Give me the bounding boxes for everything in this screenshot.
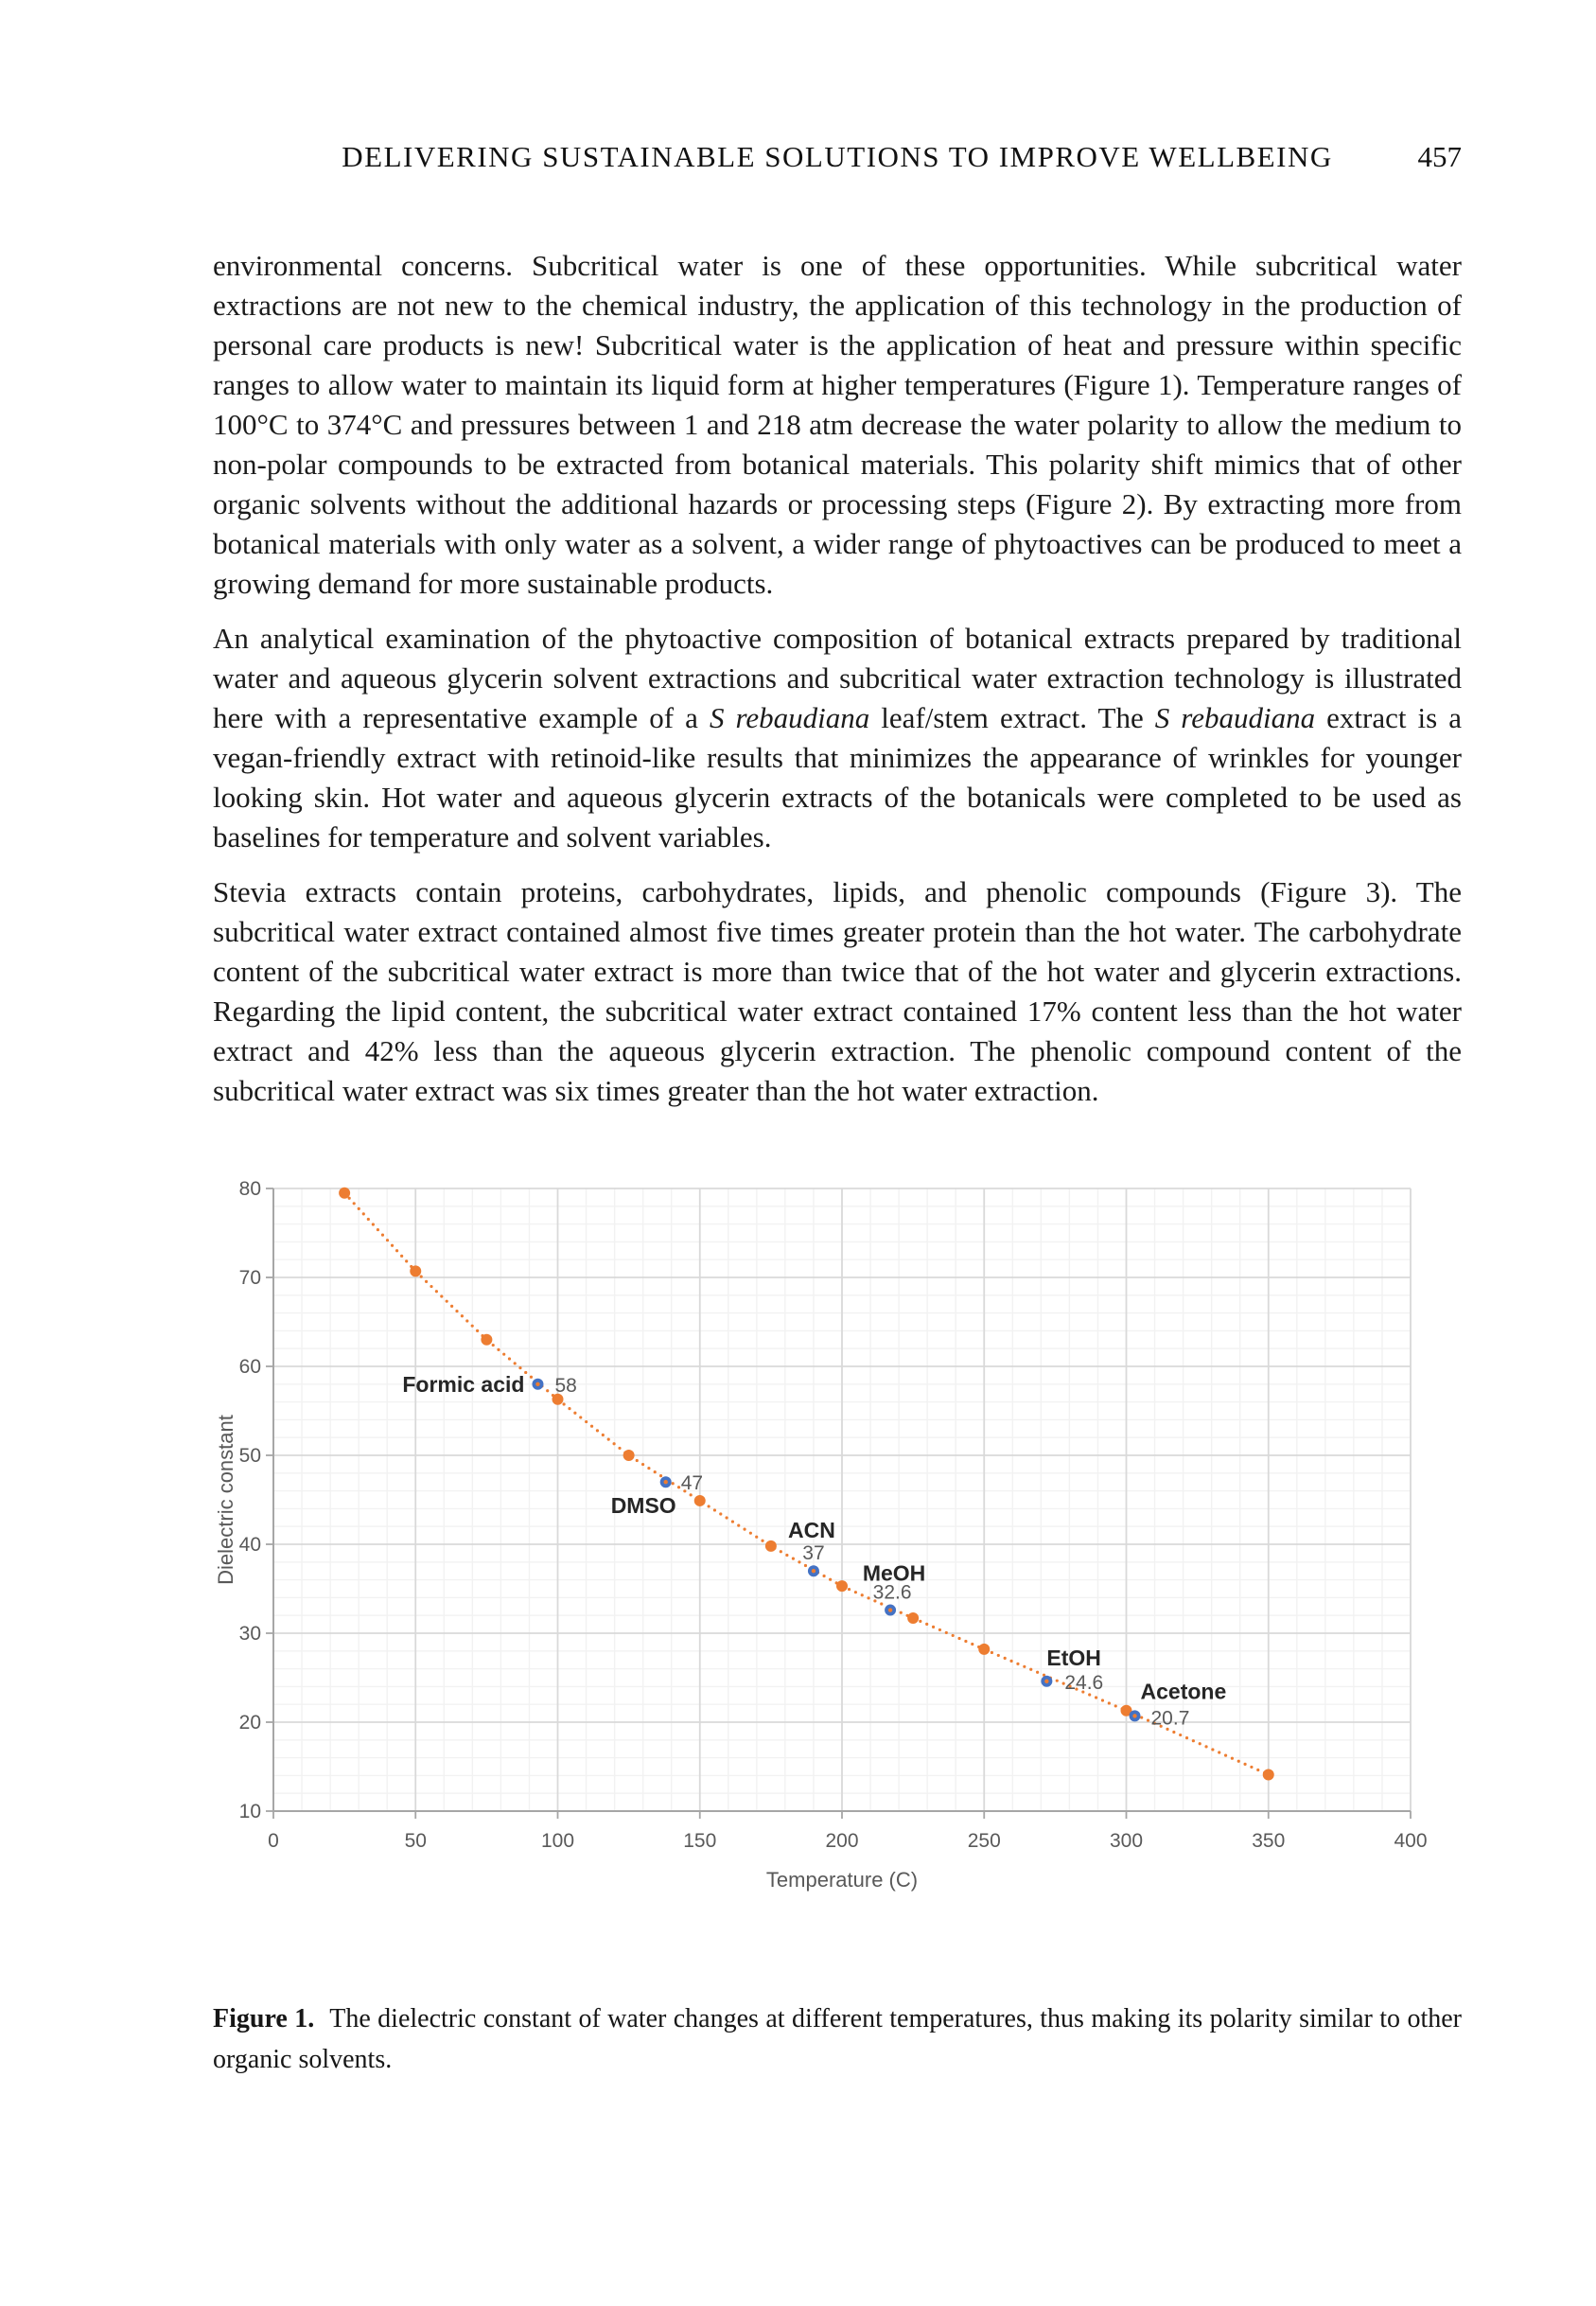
page: DELIVERING SUSTAINABLE SOLUTIONS TO IMPR… xyxy=(213,140,1462,2080)
page-number: 457 xyxy=(1417,140,1463,173)
x-tick-label: 350 xyxy=(1252,1830,1285,1852)
water-data-point xyxy=(552,1393,564,1405)
solvent-name-label: ACN xyxy=(788,1518,835,1542)
y-tick-label: 80 xyxy=(239,1178,261,1200)
water-data-point xyxy=(623,1450,635,1461)
italic-text-segment: S rebaudiana xyxy=(1154,701,1316,734)
page-header: DELIVERING SUSTAINABLE SOLUTIONS TO IMPR… xyxy=(213,140,1462,178)
paragraph-3: Stevia extracts contain proteins, carboh… xyxy=(213,872,1462,1111)
text-segment: extract is a vegan-friendly extract with… xyxy=(213,701,1462,854)
figure-1: 0 50 100 150 200 250 300 350 400 10 20 30 40 50 60 70 80… xyxy=(213,1158,1462,1906)
figure-caption-label: Figure 1. xyxy=(213,2004,315,2033)
solvent-point-center-dot xyxy=(811,1569,816,1574)
text-segment: environmental concerns. Subcritical wate… xyxy=(213,249,1462,600)
water-data-point xyxy=(764,1540,777,1552)
solvent-name-label: DMSO xyxy=(611,1493,676,1518)
water-data-point xyxy=(978,1643,991,1655)
solvent-value-label: 37 xyxy=(802,1542,824,1564)
y-axis-title: Dielectric constant xyxy=(217,1415,237,1585)
solvent-point-center-dot xyxy=(887,1608,893,1612)
y-tick-label: 50 xyxy=(239,1445,261,1467)
solvent-point-center-dot xyxy=(535,1382,540,1386)
solvent-value-label: 32.6 xyxy=(873,1582,912,1604)
y-tick-label: 30 xyxy=(239,1623,261,1645)
figure1-dielectric-chart: 0 50 100 150 200 250 300 350 400 10 20 30 40 50 60 70 80… xyxy=(217,1178,1428,1892)
solvent-name-label: Acetone xyxy=(1141,1679,1227,1703)
paragraph-2: An analytical examination of the phytoac… xyxy=(213,619,1462,857)
solvent-name-label: EtOH xyxy=(1046,1646,1101,1670)
solvent-point-center-dot xyxy=(1044,1679,1049,1683)
water-data-point xyxy=(907,1612,920,1625)
x-tick-label: 50 xyxy=(405,1830,427,1852)
x-tick-label: 300 xyxy=(1110,1830,1143,1852)
y-tick-label: 60 xyxy=(239,1356,261,1378)
water-data-point xyxy=(410,1265,422,1277)
italic-text-segment: S rebaudiana xyxy=(709,701,870,734)
figure-caption: Figure 1. The dielectric constant of wate… xyxy=(213,1998,1462,2080)
solvent-point-center-dot xyxy=(1132,1714,1137,1718)
solvent-value-label: 47 xyxy=(681,1472,703,1494)
water-data-point xyxy=(836,1580,848,1593)
text-segment: Stevia extracts contain proteins, carboh… xyxy=(213,875,1462,1107)
solvent-value-label: 58 xyxy=(554,1375,576,1397)
x-tick-label: 200 xyxy=(825,1830,858,1852)
solvent-point-center-dot xyxy=(663,1480,668,1485)
figure-caption-text: The dielectric constant of water changes… xyxy=(213,2004,1462,2074)
water-data-point xyxy=(1262,1769,1274,1781)
solvent-value-label: 20.7 xyxy=(1151,1707,1190,1729)
x-axis-title: Temperature (C) xyxy=(766,1868,918,1892)
water-data-point xyxy=(1120,1704,1132,1716)
text-segment: An analytical examination of the phytoac… xyxy=(213,622,1462,734)
water-data-point xyxy=(693,1494,706,1506)
solvent-name-label: Formic acid xyxy=(402,1372,524,1397)
y-tick-label: 40 xyxy=(239,1534,261,1556)
y-tick-label: 20 xyxy=(239,1712,261,1734)
water-dotted-line xyxy=(342,1191,1271,1777)
x-tick-label: 150 xyxy=(683,1830,716,1852)
x-tick-label: 0 xyxy=(268,1830,279,1852)
x-tick-label: 100 xyxy=(541,1830,574,1852)
y-tick-label: 70 xyxy=(239,1267,261,1289)
text-segment: leaf/stem extract. The xyxy=(869,701,1155,734)
solvent-value-label: 24.6 xyxy=(1064,1672,1103,1694)
water-data-point xyxy=(481,1333,493,1346)
y-tick-label: 10 xyxy=(239,1801,261,1822)
running-head-title: DELIVERING SUSTAINABLE SOLUTIONS TO IMPR… xyxy=(342,140,1333,173)
solvent-name-label: MeOH xyxy=(863,1561,925,1586)
body-text: environmental concerns. Subcritical wate… xyxy=(213,246,1462,1111)
paragraph-1: environmental concerns. Subcritical wate… xyxy=(213,246,1462,604)
x-tick-label: 250 xyxy=(968,1830,1001,1852)
water-data-point xyxy=(339,1187,351,1199)
x-tick-label: 400 xyxy=(1394,1830,1427,1852)
